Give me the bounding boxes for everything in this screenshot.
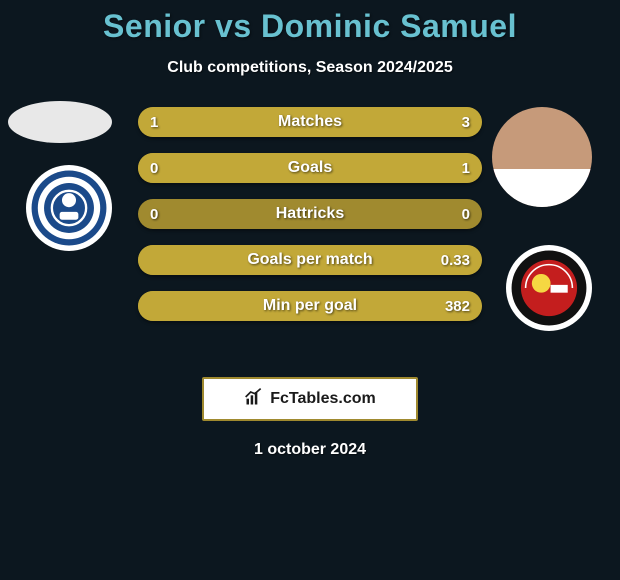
player-right-club-badge	[506, 245, 592, 331]
stat-bars: Matches13Goals01Hattricks00Goals per mat…	[138, 107, 482, 337]
player-left-club-badge	[26, 165, 112, 251]
comparison-chart: Matches13Goals01Hattricks00Goals per mat…	[0, 107, 620, 367]
brand-name: FcTables.com	[270, 390, 376, 408]
stat-row: Hattricks0 0	[138, 199, 482, 229]
player-left-avatar	[8, 101, 112, 143]
stat-value-right: 3	[462, 107, 470, 137]
stat-row: Goals0 1	[138, 153, 482, 183]
stat-label: Hattricks	[138, 199, 482, 229]
chart-icon	[244, 387, 264, 412]
stat-label: Goals	[138, 153, 482, 183]
brand-attribution: FcTables.com	[202, 377, 418, 421]
stat-value-right: 1	[462, 153, 470, 183]
stat-value-right: 0	[462, 199, 470, 229]
stat-label: Goals per match	[138, 245, 482, 275]
stat-row: Goals per match0.33	[138, 245, 482, 275]
stat-label: Matches	[138, 107, 482, 137]
stat-value-right: 382	[445, 291, 470, 321]
stat-value-left: 0	[150, 199, 158, 229]
player-right-avatar	[492, 107, 592, 207]
stat-value-left: 0	[150, 153, 158, 183]
stat-label: Min per goal	[138, 291, 482, 321]
comparison-date: 1 october 2024	[0, 441, 620, 459]
stat-row: Matches1 3	[138, 107, 482, 137]
comparison-subtitle: Club competitions, Season 2024/2025	[0, 59, 620, 77]
stat-value-right: 0.33	[441, 245, 470, 275]
comparison-title: Senior vs Dominic Samuel	[0, 8, 620, 45]
stat-value-left: 1	[150, 107, 158, 137]
stat-row: Min per goal382	[138, 291, 482, 321]
